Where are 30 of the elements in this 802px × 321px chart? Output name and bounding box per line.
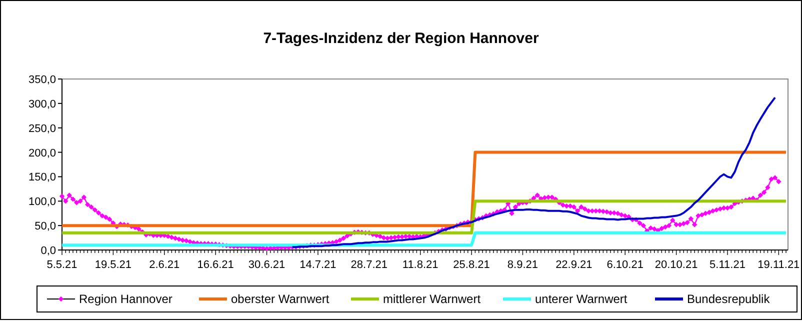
legend-label: mittlerer Warnwert [383, 292, 482, 306]
x-tick-label: 28.7.21 [350, 259, 388, 271]
x-tick-label: 14.7.21 [300, 259, 336, 271]
x-tick-label: 19.5.21 [94, 259, 132, 271]
y-tick-label: 250,0 [28, 122, 56, 135]
x-tick-label: 16.6.21 [197, 259, 234, 271]
legend-label: oberster Warnwert [231, 292, 330, 306]
x-tick-label: 2.6.21 [149, 259, 180, 271]
x-tick-label: 25.8.21 [453, 259, 490, 271]
x-tick-label: 6.10.21 [606, 259, 644, 271]
y-tick-label: 300,0 [28, 98, 56, 110]
y-tick-label: 50,0 [34, 220, 56, 233]
legend-label: Bundesrepublik [687, 292, 771, 306]
line-series [291, 96, 776, 248]
y-tick-label: 150,0 [28, 172, 56, 184]
x-tick-label: 20.10.21 [654, 259, 698, 271]
y-tick-label: 350,0 [28, 74, 56, 86]
x-tick-label: 30.6.21 [248, 259, 286, 271]
legend-label: unterer Warnwert [535, 292, 628, 306]
legend-label: Region Hannover [79, 292, 172, 306]
x-tick-label: 19.11.21 [758, 259, 800, 271]
x-tick-label: 22.9.21 [556, 259, 592, 271]
x-tick-label: 8.9.21 [507, 259, 538, 271]
x-tick-label: 11.8.21 [402, 259, 438, 271]
x-tick-label: 5.11.21 [710, 259, 746, 271]
y-tick-label: 0,0 [40, 245, 56, 257]
y-tick-label: 200,0 [28, 147, 56, 160]
x-tick-label: 5.5.21 [46, 259, 78, 271]
y-tick-label: 100,0 [28, 196, 56, 208]
chart-title: 7-Tages-Inzidenz der Region Hannover [263, 30, 539, 47]
